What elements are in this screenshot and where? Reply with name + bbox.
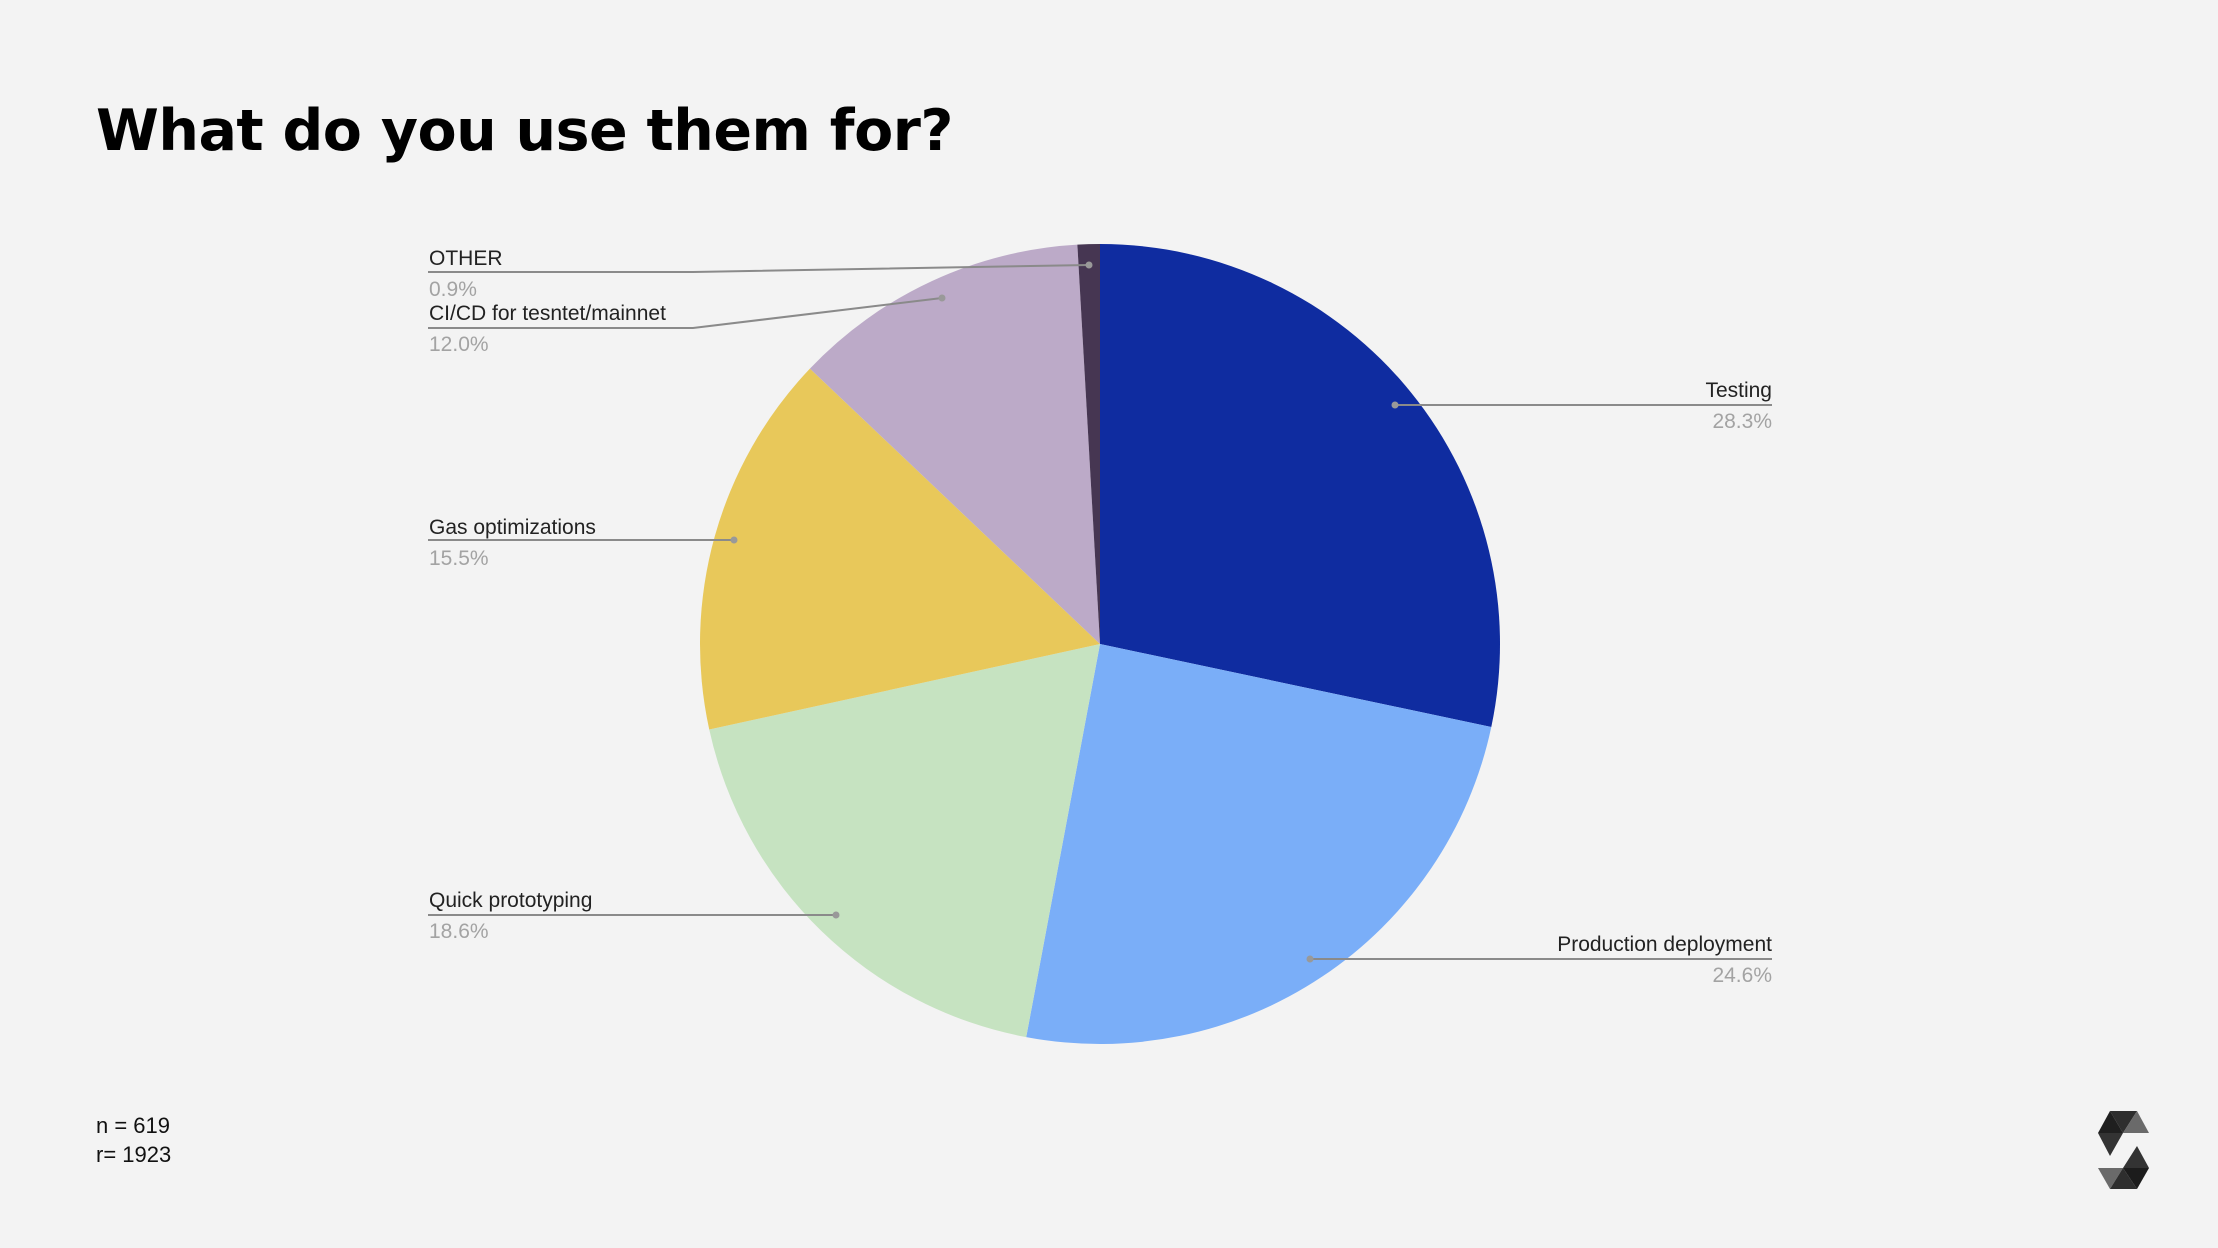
solidity-logo-icon [2098, 1111, 2149, 1189]
sample-size: n = 619 [96, 1113, 171, 1138]
slice-value-ci-cd-for-tesntet-mainnet: 12.0% [429, 333, 489, 356]
response-count: r= 1923 [96, 1142, 172, 1167]
chart-title: What do you use them for? [96, 98, 953, 164]
pie-slice-other [1077, 244, 1100, 644]
pie-slice-quick-prototyping [709, 644, 1100, 1038]
pie-slice-production-deployment [1026, 644, 1492, 1044]
leader-dot-ci-cd-for-tesntet-mainnet [938, 294, 946, 302]
slice-value-other: 0.9% [429, 278, 477, 301]
leader-dot-other [1085, 261, 1093, 269]
slice-value-quick-prototyping: 18.6% [429, 920, 489, 943]
leader-dot-quick-prototyping [832, 911, 840, 919]
leader-dot-testing [1391, 401, 1399, 409]
leader-dot-gas-optimizations [730, 536, 738, 544]
slice-label-production-deployment: Production deployment [1557, 933, 1772, 956]
leader-dot-production-deployment [1306, 955, 1314, 963]
slice-label-gas-optimizations: Gas optimizations [429, 516, 596, 539]
slice-label-ci-cd-for-tesntet-mainnet: CI/CD for tesntet/mainnet [429, 302, 666, 325]
slice-label-other: OTHER [429, 247, 503, 270]
slice-value-production-deployment: 24.6% [1712, 964, 1772, 987]
slice-label-testing: Testing [1705, 379, 1772, 402]
leader-line-other [428, 264, 1090, 273]
slice-value-testing: 28.3% [1712, 410, 1772, 433]
pie-slice-testing [1100, 244, 1500, 728]
pie-slice-ci-cd-for-tesntet-mainnet [809, 244, 1100, 644]
slice-label-quick-prototyping: Quick prototyping [429, 889, 592, 912]
leader-line-ci-cd-for-tesntet-mainnet [428, 297, 943, 329]
slice-value-gas-optimizations: 15.5% [429, 547, 489, 570]
pie-slice-gas-optimizations [700, 368, 1100, 730]
